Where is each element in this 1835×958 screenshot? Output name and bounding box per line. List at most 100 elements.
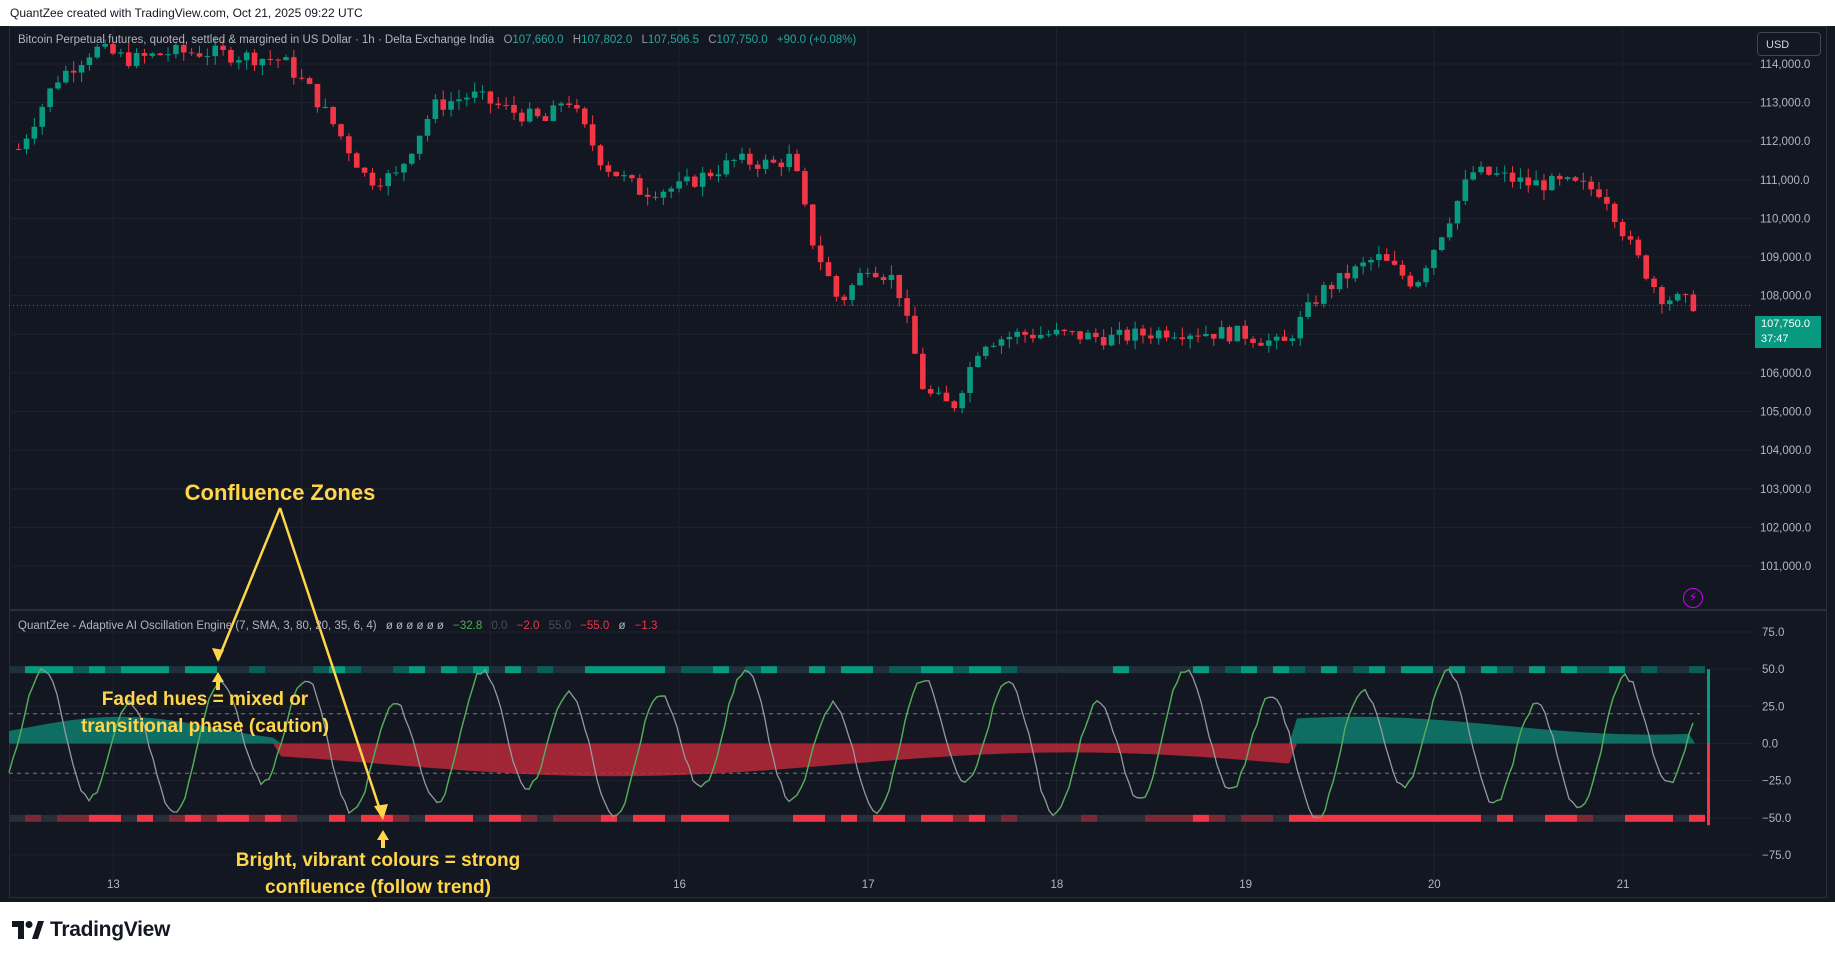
confluence-band-top bbox=[969, 666, 985, 674]
candle-body bbox=[668, 188, 675, 192]
indicator-legend[interactable]: QuantZee - Adaptive AI Oscillation Engin… bbox=[18, 620, 657, 632]
confluence-band-top bbox=[617, 666, 633, 674]
confluence-band-bottom bbox=[345, 814, 361, 822]
candle-body bbox=[173, 45, 179, 55]
candle-body bbox=[636, 178, 643, 195]
candle-body bbox=[802, 171, 808, 205]
candle-body bbox=[503, 104, 509, 106]
oscillator-rising-segment bbox=[1056, 806, 1062, 813]
oscillator-rising-segment bbox=[808, 747, 814, 764]
confluence-band-top bbox=[1641, 666, 1657, 674]
oscillator-rising-segment bbox=[1084, 716, 1090, 729]
last-price-value: 107,750.0 bbox=[1761, 318, 1810, 330]
oscillator-rising-segment bbox=[652, 696, 658, 702]
confluence-band-top bbox=[73, 666, 89, 674]
candle-body bbox=[424, 119, 431, 136]
oscillator-rising-segment bbox=[1236, 772, 1242, 787]
candle-body bbox=[747, 153, 753, 165]
indicator-value-4: 55.0 bbox=[548, 620, 571, 632]
price-tick-label: 105,000.0 bbox=[1760, 407, 1811, 419]
oscillator-rising-segment bbox=[1576, 806, 1582, 809]
candle-body bbox=[1022, 331, 1028, 335]
osc-tick-label: 25.0 bbox=[1762, 701, 1784, 713]
candle-body bbox=[1494, 173, 1500, 175]
symbol-legend[interactable]: Bitcoin Perpetual futures, quoted, settl… bbox=[18, 34, 856, 46]
confluence-band-top bbox=[1657, 666, 1673, 674]
candle-body bbox=[1321, 285, 1327, 304]
oscillator-rising-segment bbox=[36, 668, 42, 677]
oscillator-rising-segment bbox=[552, 709, 558, 724]
candle-body bbox=[479, 91, 486, 93]
candle-body bbox=[47, 88, 53, 107]
confluence-band-bottom bbox=[281, 814, 297, 822]
oscillator-rising-segment bbox=[92, 792, 98, 796]
confluence-band-top bbox=[217, 666, 233, 674]
candle-body bbox=[1242, 325, 1248, 339]
confluence-band-top bbox=[553, 666, 569, 674]
oscillator-rising-segment bbox=[1004, 681, 1010, 684]
oscillator-rising-segment bbox=[980, 738, 986, 751]
confluence-band-top bbox=[537, 666, 553, 674]
candle-body bbox=[927, 389, 934, 394]
candle-body bbox=[1407, 275, 1414, 287]
confluence-band-top bbox=[873, 666, 889, 674]
confluence-band-top bbox=[25, 666, 41, 674]
lightning-icon[interactable]: ⚡ bbox=[1683, 588, 1703, 608]
oscillator-rising-segment bbox=[1244, 748, 1250, 765]
candle-body bbox=[1556, 175, 1563, 180]
annotation-confluence-title: Confluence Zones bbox=[185, 480, 376, 505]
annotation-arrowhead bbox=[374, 804, 388, 820]
oscillator-rising-segment bbox=[196, 730, 202, 748]
oscillator-rising-segment bbox=[12, 746, 18, 759]
candle-body bbox=[1313, 302, 1319, 304]
indicator-value-3: −2.0 bbox=[516, 620, 540, 632]
confluence-band-bottom bbox=[265, 814, 281, 822]
indicator-title: QuantZee - Adaptive AI Oscillation Engin… bbox=[18, 620, 377, 632]
oscillator-rising-segment bbox=[264, 778, 270, 781]
candle-body bbox=[1093, 332, 1099, 338]
confluence-band-top bbox=[329, 666, 345, 674]
confluence-band-bottom bbox=[1033, 814, 1049, 822]
oscillator-rising-segment bbox=[912, 683, 918, 694]
confluence-band-bottom bbox=[1129, 814, 1145, 822]
osc-tick-label: −25.0 bbox=[1762, 776, 1791, 788]
oscillator-rising-segment bbox=[1616, 678, 1622, 689]
oscillator-rising-segment bbox=[1140, 796, 1146, 799]
currency-button[interactable]: USD bbox=[1757, 32, 1821, 56]
oscillator-rising-segment bbox=[1148, 776, 1154, 790]
candle-body bbox=[692, 176, 698, 187]
confluence-band-bottom bbox=[665, 814, 681, 822]
candle-body bbox=[1171, 337, 1178, 339]
price-tick-label: 104,000.0 bbox=[1760, 445, 1811, 457]
confluence-band-bottom bbox=[1641, 814, 1657, 822]
confluence-band-bottom bbox=[1001, 814, 1017, 822]
last-price-label: 107,750.0 37:47 bbox=[1755, 316, 1821, 348]
candle-body bbox=[684, 176, 690, 182]
confluence-band-bottom bbox=[41, 814, 57, 822]
time-tick-label: 20 bbox=[1428, 879, 1441, 891]
oscillator-rising-segment bbox=[796, 787, 802, 796]
candle-body bbox=[1470, 172, 1477, 180]
confluence-band-bottom bbox=[825, 814, 841, 822]
candle-body bbox=[723, 160, 730, 175]
oscillator-rising-segment bbox=[640, 720, 646, 741]
candle-body bbox=[825, 262, 832, 277]
candle-body bbox=[1140, 328, 1146, 336]
confluence-band-top bbox=[1001, 666, 1017, 674]
candle-body bbox=[180, 45, 187, 53]
candle-body bbox=[1549, 175, 1555, 191]
oscillator-rising-segment bbox=[1248, 733, 1254, 749]
confluence-band-bottom bbox=[1209, 814, 1225, 822]
oscillator-rising-segment bbox=[260, 779, 266, 785]
confluence-band-bottom bbox=[409, 814, 425, 822]
candle-body bbox=[1604, 197, 1610, 204]
footer-bar: TradingView bbox=[0, 902, 1835, 958]
confluence-band-bottom bbox=[1321, 814, 1337, 822]
candle-body bbox=[1336, 272, 1343, 290]
low-label: L bbox=[641, 34, 648, 46]
oscillator-rising-segment bbox=[540, 751, 546, 768]
confluence-band-bottom bbox=[73, 814, 89, 822]
oscillator-axis: 75.0 50.0 25.0 0.0 −25.0 −50.0 −75.0 bbox=[1762, 627, 1791, 862]
confluence-band-bottom bbox=[1545, 814, 1561, 822]
